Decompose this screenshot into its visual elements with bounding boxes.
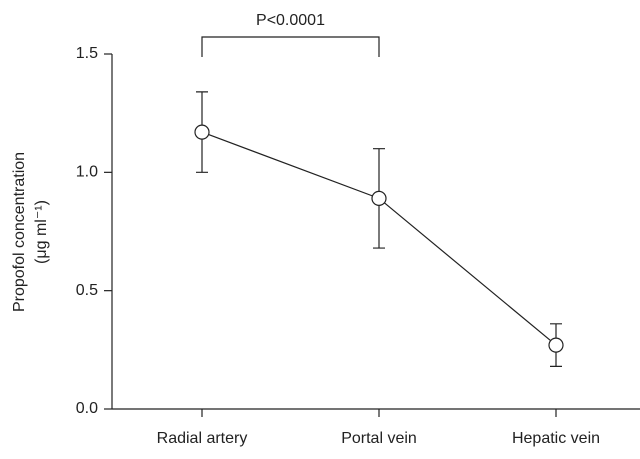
y-axis-label-line: (μg ml⁻¹) — [33, 200, 50, 264]
point — [194, 124, 210, 140]
x-tick-label: Portal vein — [341, 430, 417, 447]
significance-bracket — [201, 36, 380, 57]
point — [371, 190, 387, 206]
x-tick-label: Radial artery — [157, 430, 248, 447]
y-tick-label: 0.0 — [76, 400, 98, 417]
y-axis-label: Propofol concentration (μg ml⁻¹) — [11, 152, 50, 312]
point — [548, 337, 564, 353]
x-tick-label: Hepatic vein — [512, 430, 600, 447]
y-axis-label-line: Propofol concentration — [11, 152, 28, 312]
y-tick-label: 1.0 — [76, 164, 98, 181]
y-tick-label: 1.5 — [76, 45, 98, 62]
y-tick-label: 0.5 — [76, 282, 98, 299]
significance-label: P<0.0001 — [256, 12, 325, 29]
